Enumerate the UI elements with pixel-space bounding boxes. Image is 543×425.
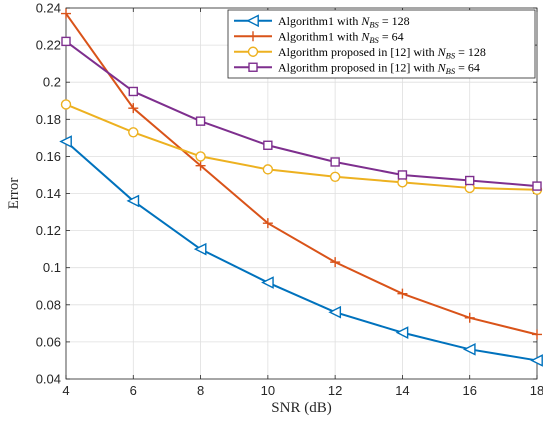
series-4-point (465, 175, 475, 186)
legend-box (227, 9, 536, 79)
y-tick-label: 0.04 (36, 372, 61, 387)
x-tick-label: 4 (62, 383, 69, 398)
x-tick-label: 6 (130, 383, 137, 398)
series-4-point (532, 181, 542, 191)
series-3-point (128, 127, 139, 138)
y-tick-label: 0.22 (36, 38, 61, 53)
x-tick-label: 16 (462, 383, 476, 398)
y-tick-label: 0.18 (36, 112, 61, 127)
legend-swatch-marker (246, 14, 259, 28)
legend-label: Algorithm1 with NBS = 128 (278, 14, 410, 30)
x-tick-label: 12 (328, 383, 342, 398)
series-1-point (530, 354, 543, 367)
series-4-point (397, 170, 408, 180)
x-tick-label: 10 (261, 383, 275, 398)
series-layer (59, 8, 543, 367)
series-3-point (262, 164, 274, 175)
series-1-line (65, 140, 538, 362)
series-2-point (397, 288, 408, 299)
series-1-point (193, 242, 207, 256)
axis-ticks: 4 6 8 10 12 14 16 18 0.04 0.06 0.08 0.1 0.12 0.14 0.16… (36, 1, 543, 399)
legend-label: Algorithm proposed in [12] with NBS = 12… (278, 45, 486, 61)
series-2-point (464, 312, 475, 323)
series-1-point (59, 135, 72, 148)
y-tick-label: 0.2 (43, 75, 61, 90)
series-2-point (195, 160, 206, 171)
legend-label: Algorithm proposed in [12] with NBS = 64 (278, 60, 480, 76)
legend-label: Algorithm1 with NBS = 64 (278, 29, 404, 45)
legend-swatch-marker (248, 62, 258, 72)
legend-item: Algorithm1 with NBS = 128 (234, 14, 410, 30)
y-tick-label: 0.12 (36, 223, 61, 238)
y-tick-label: 0.1 (43, 260, 61, 275)
series-2 (61, 8, 542, 340)
series-3-line (65, 103, 538, 191)
series-3-point (329, 171, 341, 183)
series-2-line (65, 12, 538, 336)
series-4-point (263, 140, 273, 150)
x-tick-label: 14 (395, 383, 409, 398)
series-4-point (128, 86, 138, 97)
series-3-point (60, 99, 72, 110)
series-2-point (262, 218, 273, 229)
legend-item: Algorithm proposed in [12] with NBS = 64 (234, 60, 480, 76)
series-3-point (195, 151, 206, 162)
series-1-point (462, 342, 476, 356)
series-2-point (532, 329, 542, 340)
series-1-point (261, 276, 274, 289)
series-4-point (61, 36, 71, 47)
legend-swatch-marker (247, 46, 259, 57)
y-tick-label: 0.24 (36, 1, 61, 16)
series-4-point (195, 116, 206, 126)
series-2-point (128, 103, 139, 114)
x-tick-label: 18 (530, 383, 543, 398)
series-1-point (328, 305, 342, 319)
y-tick-label: 0.08 (36, 297, 61, 312)
legend-swatch-marker (248, 31, 258, 42)
series-2-point (330, 257, 341, 268)
series-4 (61, 36, 542, 191)
series-1-point (126, 194, 140, 208)
series-3 (60, 99, 543, 195)
series-4-line (65, 40, 538, 188)
series-1-point (395, 326, 409, 339)
y-tick-label: 0.06 (36, 334, 61, 349)
legend-item: Algorithm proposed in [12] with NBS = 12… (234, 45, 486, 61)
series-1 (59, 135, 543, 367)
x-tick-label: 8 (197, 383, 204, 398)
x-axis-label: SNR (dB) (271, 400, 331, 416)
series-2-point (61, 8, 71, 19)
series-4-point (330, 157, 340, 167)
y-tick-label: 0.16 (36, 149, 61, 164)
y-tick-label: 0.14 (36, 186, 61, 201)
legend-item: Algorithm1 with NBS = 64 (234, 29, 404, 45)
y-axis-label: Error (6, 178, 22, 210)
